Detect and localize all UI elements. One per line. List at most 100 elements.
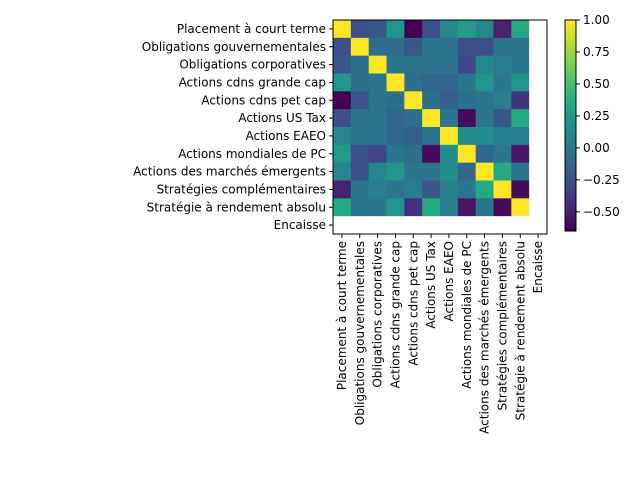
heatmap-cell bbox=[475, 127, 494, 146]
heatmap-cell bbox=[475, 91, 494, 110]
heatmap-cell bbox=[529, 109, 548, 128]
y-axis-tick-label: Stratégies complémentaires bbox=[157, 182, 326, 196]
heatmap-cell bbox=[368, 162, 387, 181]
heatmap-cell bbox=[511, 127, 530, 146]
x-axis-tick-label: Actions US Tax bbox=[424, 241, 438, 329]
heatmap-cell bbox=[493, 144, 512, 164]
heatmap-cell bbox=[493, 162, 512, 181]
heatmap-cell bbox=[333, 180, 352, 199]
heatmap-cell bbox=[422, 180, 441, 199]
heatmap-cell bbox=[440, 198, 459, 217]
heatmap-cell bbox=[422, 127, 441, 146]
y-axis-tick-label: Obligations gouvernementales bbox=[142, 40, 326, 54]
y-axis-tick-label: Actions US Tax bbox=[238, 111, 326, 125]
heatmap-cell bbox=[422, 73, 441, 92]
heatmap-cell bbox=[511, 198, 530, 217]
heatmap-cell bbox=[350, 162, 370, 181]
x-axis-tick-label: Actions mondiales de PC bbox=[460, 241, 474, 389]
heatmap-cell bbox=[493, 55, 512, 74]
heatmap-cell bbox=[493, 216, 512, 235]
heatmap-cell bbox=[350, 144, 370, 164]
heatmap-cell bbox=[404, 37, 423, 57]
x-axis-tick-label: Placement à court terme bbox=[335, 241, 349, 390]
heatmap-cell bbox=[422, 109, 441, 128]
heatmap-cell bbox=[475, 162, 494, 181]
heatmap-cell bbox=[457, 73, 477, 92]
heatmap-cell bbox=[422, 144, 441, 164]
colorbar-tick-label: 1.00 bbox=[583, 13, 610, 27]
heatmap-cell bbox=[368, 91, 387, 110]
heatmap-cell bbox=[333, 55, 352, 74]
heatmap-cell bbox=[350, 180, 370, 199]
heatmap-cell bbox=[333, 73, 352, 92]
heatmap-cell bbox=[440, 109, 459, 128]
heatmap-cell bbox=[386, 198, 405, 217]
heatmap-cell bbox=[457, 55, 477, 74]
heatmap-cell bbox=[368, 73, 387, 92]
heatmap-cell bbox=[457, 180, 477, 199]
heatmap-cell bbox=[440, 55, 459, 74]
heatmap-cell bbox=[333, 20, 352, 39]
heatmap-cell bbox=[404, 127, 423, 146]
colorbar-ticks: 1.00 0.75 0.50 0.25 0.00 −0.25 −0.50 bbox=[576, 13, 620, 219]
y-axis-tick-label: Actions EAEO bbox=[246, 129, 326, 143]
colorbar-tick-label: 0.75 bbox=[583, 45, 610, 59]
x-axis-tick-label: Actions cdns pet cap bbox=[406, 241, 420, 366]
heatmap-cell bbox=[529, 73, 548, 92]
heatmap-cell bbox=[457, 37, 477, 57]
heatmap-cell bbox=[475, 216, 494, 235]
heatmap-cell bbox=[404, 198, 423, 217]
heatmap-cell bbox=[350, 198, 370, 217]
heatmap-cell bbox=[493, 20, 512, 39]
heatmap-cell bbox=[368, 216, 387, 235]
heatmap-cell bbox=[440, 162, 459, 181]
heatmap-cell bbox=[457, 144, 477, 164]
heatmap-cell bbox=[386, 109, 405, 128]
x-axis-tick-label: Encaisse bbox=[531, 241, 545, 293]
heatmap-cell bbox=[422, 91, 441, 110]
y-axis-tick-label: Encaisse bbox=[274, 218, 326, 232]
heatmap-cell bbox=[511, 55, 530, 74]
heatmap-cell bbox=[457, 127, 477, 146]
heatmap-cell bbox=[475, 180, 494, 199]
heatmap-cell bbox=[475, 144, 494, 164]
heatmap-cells bbox=[333, 20, 548, 235]
heatmap-cell bbox=[368, 20, 387, 39]
heatmap-cell bbox=[350, 109, 370, 128]
heatmap-cell bbox=[404, 216, 423, 235]
x-axis-tick-labels: Placement à court terme Obligations gouve… bbox=[335, 234, 545, 434]
heatmap-cell bbox=[350, 37, 370, 57]
heatmap-cell bbox=[368, 109, 387, 128]
colorbar-tick-label: 0.25 bbox=[583, 109, 610, 123]
heatmap-cell bbox=[440, 91, 459, 110]
heatmap-cell bbox=[350, 20, 370, 39]
heatmap-cell bbox=[457, 109, 477, 128]
heatmap-cell bbox=[386, 162, 405, 181]
heatmap-cell bbox=[511, 162, 530, 181]
heatmap-cell bbox=[475, 20, 494, 39]
heatmap-cell bbox=[511, 180, 530, 199]
heatmap-cell bbox=[404, 91, 423, 110]
heatmap-cell bbox=[422, 37, 441, 57]
heatmap-cell bbox=[422, 162, 441, 181]
heatmap-cell bbox=[404, 73, 423, 92]
heatmap-cell bbox=[457, 198, 477, 217]
heatmap-cell bbox=[333, 162, 352, 181]
heatmap-cell bbox=[333, 216, 352, 235]
heatmap-cell bbox=[350, 73, 370, 92]
x-axis-tick-label: Obligations gouvernementales bbox=[353, 241, 367, 425]
heatmap-cell bbox=[404, 180, 423, 199]
heatmap-cell bbox=[386, 91, 405, 110]
heatmap-cell bbox=[404, 109, 423, 128]
heatmap-cell bbox=[386, 144, 405, 164]
heatmap-cell bbox=[404, 20, 423, 39]
heatmap-cell bbox=[333, 109, 352, 128]
colorbar-tick-label: 0.50 bbox=[583, 77, 610, 91]
colorbar-gradient bbox=[564, 19, 577, 232]
x-axis-tick-label: Actions EAEO bbox=[442, 241, 456, 321]
heatmap-cell bbox=[422, 55, 441, 74]
heatmap-cell bbox=[529, 20, 548, 39]
heatmap-cell bbox=[529, 144, 548, 164]
heatmap-cell bbox=[440, 127, 459, 146]
heatmap-cell bbox=[493, 109, 512, 128]
